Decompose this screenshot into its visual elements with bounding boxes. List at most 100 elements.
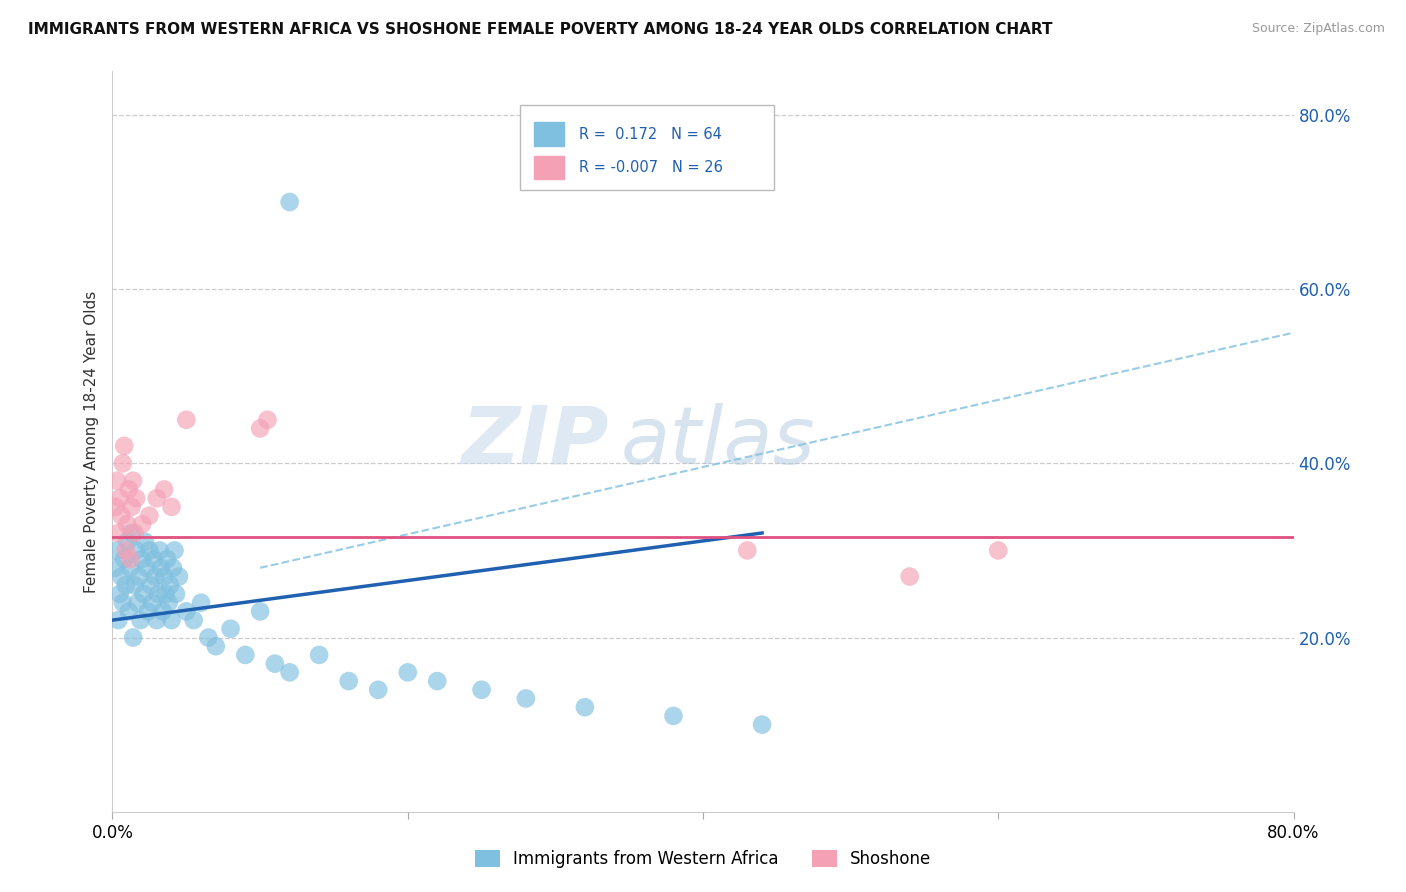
Point xyxy=(148,587,170,601)
Point xyxy=(470,682,494,697)
Point xyxy=(264,657,287,671)
Point xyxy=(146,613,169,627)
Point xyxy=(662,709,685,723)
Point xyxy=(160,613,183,627)
Point xyxy=(574,700,596,714)
Point xyxy=(136,604,159,618)
Point xyxy=(167,569,190,583)
Point xyxy=(219,622,242,636)
Point xyxy=(125,491,148,505)
Point xyxy=(127,596,149,610)
Point xyxy=(132,587,155,601)
Point xyxy=(396,665,419,680)
Point xyxy=(105,474,128,488)
Point xyxy=(249,604,271,618)
Point xyxy=(128,569,150,583)
Point xyxy=(129,613,152,627)
Point xyxy=(278,194,301,209)
Legend: Immigrants from Western Africa, Shoshone: Immigrants from Western Africa, Shoshone xyxy=(468,843,938,875)
Point xyxy=(111,456,134,470)
Point xyxy=(118,604,141,618)
Point xyxy=(118,483,141,497)
Text: IMMIGRANTS FROM WESTERN AFRICA VS SHOSHONE FEMALE POVERTY AMONG 18-24 YEAR OLDS : IMMIGRANTS FROM WESTERN AFRICA VS SHOSHO… xyxy=(28,22,1053,37)
FancyBboxPatch shape xyxy=(520,104,773,190)
Point xyxy=(105,543,128,558)
Point xyxy=(751,717,773,731)
Point xyxy=(197,631,219,645)
Point xyxy=(205,639,228,653)
Point xyxy=(131,552,153,566)
Text: R = -0.007   N = 26: R = -0.007 N = 26 xyxy=(579,160,723,175)
Point xyxy=(125,543,148,558)
Point xyxy=(150,561,173,575)
Point xyxy=(112,439,135,453)
Point xyxy=(117,517,138,532)
Point xyxy=(157,596,180,610)
Point xyxy=(256,413,278,427)
Point xyxy=(987,543,1010,558)
Point xyxy=(108,491,131,505)
Point xyxy=(141,596,163,610)
Point xyxy=(114,543,136,558)
Point xyxy=(120,552,142,566)
Point xyxy=(124,526,146,541)
Point xyxy=(183,613,205,627)
Point xyxy=(112,552,135,566)
Point xyxy=(153,569,176,583)
Point xyxy=(155,587,177,601)
Point xyxy=(515,691,537,706)
Text: atlas: atlas xyxy=(620,402,815,481)
Point xyxy=(104,500,127,514)
Text: Source: ZipAtlas.com: Source: ZipAtlas.com xyxy=(1251,22,1385,36)
Point xyxy=(163,543,186,558)
Point xyxy=(143,569,166,583)
Point xyxy=(160,500,183,514)
Point xyxy=(117,534,138,549)
Point xyxy=(156,552,179,566)
Point xyxy=(120,561,142,575)
Point xyxy=(122,474,145,488)
Y-axis label: Female Poverty Among 18-24 Year Olds: Female Poverty Among 18-24 Year Olds xyxy=(83,291,98,592)
Point xyxy=(367,682,389,697)
Point xyxy=(131,517,153,532)
Point xyxy=(121,526,143,541)
Point xyxy=(107,526,129,541)
Point xyxy=(124,578,146,592)
Point xyxy=(146,491,169,505)
Point xyxy=(110,508,132,523)
Point xyxy=(134,534,156,549)
Point xyxy=(121,500,143,514)
Point xyxy=(233,648,256,662)
Point xyxy=(153,483,176,497)
Point xyxy=(111,596,134,610)
Point xyxy=(249,421,271,435)
Point xyxy=(426,674,449,689)
Point xyxy=(898,569,921,583)
Point xyxy=(138,543,160,558)
Point xyxy=(139,578,162,592)
Text: ZIP: ZIP xyxy=(461,402,609,481)
Point xyxy=(149,543,172,558)
Point xyxy=(165,587,187,601)
Point xyxy=(308,648,330,662)
Point xyxy=(159,578,181,592)
Bar xyxy=(534,156,564,179)
Bar xyxy=(534,122,564,146)
Point xyxy=(114,578,136,592)
Point xyxy=(104,561,127,575)
Point xyxy=(122,631,145,645)
Point xyxy=(110,569,132,583)
Point xyxy=(190,596,212,610)
Point xyxy=(107,613,129,627)
Point xyxy=(142,552,165,566)
Point xyxy=(138,508,160,523)
Point xyxy=(152,604,174,618)
Point xyxy=(337,674,360,689)
Point xyxy=(278,665,301,680)
Point xyxy=(737,543,759,558)
Point xyxy=(135,561,157,575)
Point xyxy=(162,561,184,575)
Point xyxy=(174,413,197,427)
Point xyxy=(174,604,197,618)
Text: R =  0.172   N = 64: R = 0.172 N = 64 xyxy=(579,127,721,142)
